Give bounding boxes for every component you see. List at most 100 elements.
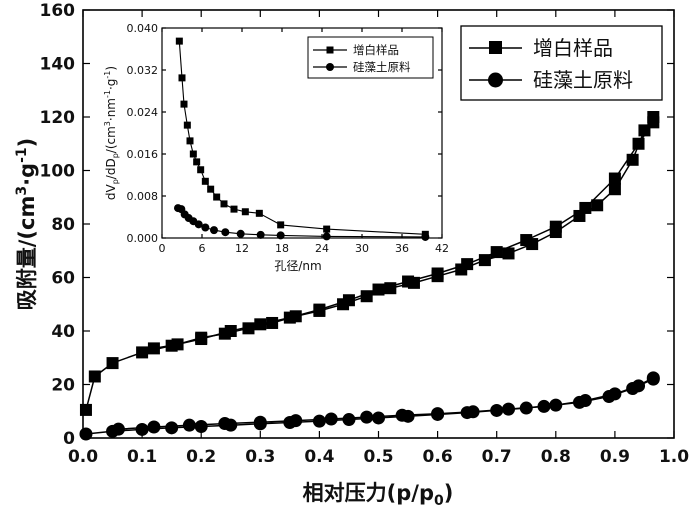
data-point-增白样品 [197,166,205,174]
data-point-增白样品-desorption [242,322,255,335]
data-point-硅藻土原料-desorption [431,407,445,421]
data-point-硅藻土原料 [256,230,265,239]
y-tick-label: 140 [40,55,76,75]
data-point-增白样品 [189,150,197,158]
data-point-增白样品-adsorption [88,370,101,383]
x-tick-label: 18 [275,242,289,255]
main-y-axis-title: 吸附量/(cm3·g-1) [14,138,39,311]
y-tick-label: 60 [51,269,75,289]
data-point-硅藻土原料-desorption [602,390,616,404]
main-legend: 增白样品 硅藻土原料 [460,25,663,101]
y-tick-label: 0 [63,429,75,449]
data-point-硅藻土原料-desorption [537,399,551,413]
data-point-增白样品-desorption [608,183,621,196]
data-point-硅藻土原料-desorption [572,395,586,409]
data-point-增白样品-desorption [195,331,208,344]
data-point-硅藻土原料-desorption [289,414,303,428]
data-point-硅藻土原料 [210,226,218,235]
data-point-增白样品 [183,121,191,129]
x-tick-label: 0.0 [68,447,98,467]
inset-plot-frame [161,27,443,239]
data-point-增白样品-adsorption [79,403,92,416]
data-point-增白样品 [220,200,228,208]
data-point-硅藻土原料-desorption [218,417,232,431]
data-point-增白样品-adsorption [254,318,267,331]
data-point-硅藻土原料 [236,229,245,238]
data-point-硅藻土原料 [194,220,203,229]
data-point-增白样品 [180,100,188,108]
x-tick-label: 0.4 [304,447,334,467]
data-point-增白样品-desorption [478,254,491,267]
data-point-增白样品-desorption [289,310,302,323]
data-point-硅藻土原料-desorption [395,408,409,422]
data-point-硅藻土原料-adsorption [312,414,326,428]
x-tick-label: 1.0 [659,447,689,467]
data-point-硅藻土原料-adsorption [372,411,385,425]
x-tick-label: 0.8 [541,447,571,467]
data-point-增白样品-desorption [337,298,350,311]
data-point-硅藻土原料-adsorption [342,413,356,427]
data-point-硅藻土原料-desorption [360,410,374,424]
x-tick-label: 0.1 [127,447,157,467]
inset-legend-label-硅藻土原料: 硅藻土原料 [353,60,411,74]
data-point-增白样品-desorption [147,342,160,355]
data-point-硅藻土原料 [421,232,430,241]
y-tick-label: 0.040 [127,22,159,35]
data-point-增白样品-desorption [384,282,397,295]
y-tick-label: 160 [40,1,76,21]
main-x-axis: 0.0 0.1 0.2 0.3 0.4 0.5 0.6 0.7 0.8 0.9 1.0 [68,10,689,467]
data-point-增白样品-adsorption [608,172,621,185]
inset-x-axis-title: 孔径/nm [274,259,321,273]
legend-marker-square [489,41,502,54]
y-tick-label: 0.008 [127,190,159,203]
legend-label-硅藻土原料: 硅藻土原料 [533,68,633,92]
data-point-增白样品-desorption [266,316,279,329]
data-point-增白样品 [178,74,186,82]
x-tick-label: 30 [355,242,369,255]
data-point-增白样品 [201,177,209,185]
inset-legend-label-增白样品: 增白样品 [353,43,399,57]
data-point-增白样品-desorption [591,199,604,212]
data-point-增白样品-adsorption [106,357,119,370]
data-point-硅藻土原料-desorption [646,371,660,385]
main-series-layer [79,111,660,441]
x-tick-label: 0 [159,242,166,255]
series-line-增白样品 [178,41,426,235]
data-point-硅藻土原料 [201,223,210,232]
data-point-增白样品 [277,221,285,229]
data-point-增白样品-desorption [455,263,468,276]
x-tick-label: 6 [199,242,206,255]
x-tick-label: 0.7 [482,447,512,467]
x-tick-label: 0.3 [245,447,275,467]
data-point-增白样品 [255,209,263,217]
inset-y-axis: 0.000 0.008 0.016 0.024 0.032 0.040 [127,22,442,245]
x-tick-label: 0.5 [363,447,393,467]
legend-marker-circle [488,72,503,88]
inset-x-axis: 0 6 12 18 24 30 36 42 [159,28,449,255]
data-point-硅藻土原料-desorption [626,382,640,396]
data-point-增白样品-desorption [407,276,420,289]
data-point-硅藻土原料-adsorption [79,427,93,441]
data-point-硅藻土原料 [322,232,331,241]
data-point-增白样品 [213,193,221,201]
x-tick-label: 24 [315,242,329,255]
y-tick-label: 20 [51,376,75,396]
data-point-增白样品-desorption [313,304,326,317]
x-tick-label: 42 [435,242,449,255]
y-tick-label: 100 [40,162,76,182]
main-plot: 0.0 0.1 0.2 0.3 0.4 0.5 0.6 0.7 0.8 0.9 1.0 0 20 40 6… [14,1,689,508]
y-tick-label: 80 [51,215,75,235]
data-point-增白样品-desorption [360,290,373,303]
x-tick-label: 36 [395,242,409,255]
main-x-axis-title: 相对压力(p/p0) [303,481,454,508]
data-point-增白样品-desorption [549,226,562,239]
data-point-硅藻土原料-desorption [182,418,196,432]
data-point-增白样品-adsorption [490,246,503,259]
data-point-增白样品-desorption [218,327,231,340]
data-point-增白样品 [207,185,215,193]
data-point-增白样品-desorption [431,270,444,283]
x-tick-label: 0.9 [600,447,630,467]
data-point-增白样品-desorption [526,238,539,251]
